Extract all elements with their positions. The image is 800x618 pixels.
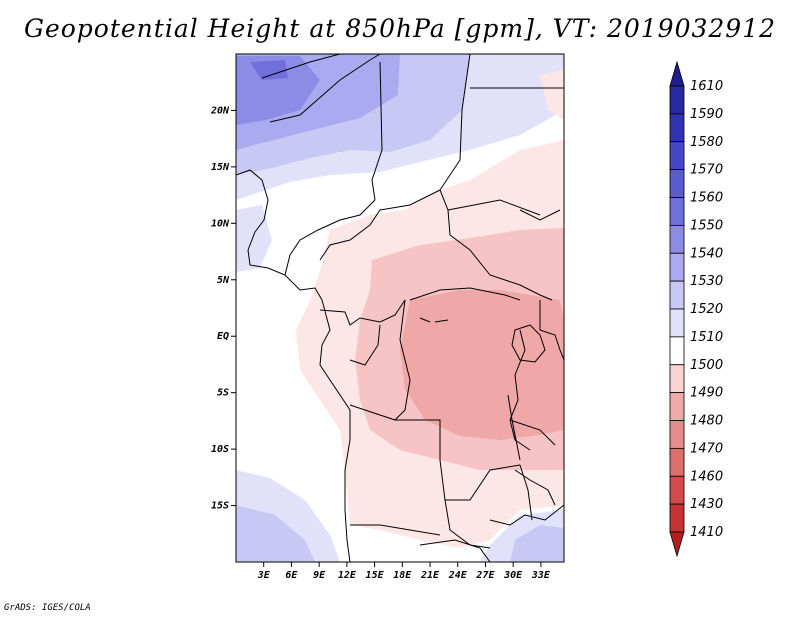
colorbar-label: 1430	[690, 497, 723, 512]
y-tick-label: 10S	[211, 444, 229, 455]
x-tick-label: 12E	[338, 570, 357, 581]
colorbar-label: 1550	[690, 218, 723, 233]
x-tick-label: 27E	[475, 570, 495, 581]
y-tick-label: EQ	[217, 331, 229, 342]
y-tick-label: 5N	[217, 275, 230, 286]
colorbar-segment	[669, 364, 685, 394]
colorbar-segment	[669, 141, 685, 171]
y-tick-label: 5S	[217, 388, 229, 399]
colorbar-segment	[669, 475, 685, 505]
figure-title: Geopotential Height at 850hPa [gpm], VT:…	[23, 14, 777, 43]
y-tick-label: 15S	[211, 501, 229, 512]
colorbar-label: 1510	[690, 330, 723, 345]
colorbar-segment	[669, 252, 685, 282]
x-tick-label: 18E	[393, 570, 412, 581]
colorbar-segment	[669, 503, 685, 533]
colorbar-label: 1610	[690, 79, 723, 94]
colorbar-top-triangle	[669, 60, 685, 87]
colorbar-segment	[669, 224, 685, 254]
colorbar-segment	[669, 197, 685, 226]
colorbar-segment	[669, 280, 685, 310]
x-axis: 3E 6E 9E 12E 15E 18E 21E 24E 27E 30E 33E	[257, 562, 551, 581]
colorbar-label: 1460	[690, 469, 723, 484]
colorbar-segment	[669, 169, 685, 198]
grads-credit: GrADS: IGES/COLA	[4, 603, 91, 613]
x-tick-label: 30E	[503, 570, 523, 581]
colorbar-label: 1570	[690, 163, 723, 178]
y-axis: 20N 15N 10N 5N EQ 5S 10S 15S	[210, 105, 236, 512]
colorbar: 1610 1590 1580 1570 1560 1550 1540 1530 1520 1510…	[669, 60, 723, 558]
colorbar-label: 1560	[690, 191, 723, 206]
colorbar-segment	[669, 336, 685, 366]
y-tick-label: 15N	[211, 162, 230, 173]
colorbar-segment	[669, 420, 685, 449]
x-tick-label: 9E	[313, 570, 326, 581]
colorbar-segment	[669, 308, 685, 338]
x-tick-label: 3E	[257, 570, 271, 581]
colorbar-label: 1540	[690, 246, 723, 261]
colorbar-bottom-triangle	[669, 531, 685, 558]
colorbar-label: 1590	[690, 107, 723, 122]
colorbar-segment	[669, 447, 685, 477]
lakes	[419, 317, 546, 521]
country-boundaries	[236, 54, 564, 562]
x-tick-label: 6E	[285, 570, 298, 581]
colorbar-label: 1490	[690, 386, 723, 401]
colorbar-segment	[669, 392, 685, 421]
x-tick-label: 15E	[366, 570, 385, 581]
x-tick-label: 24E	[448, 570, 468, 581]
colorbar-label: 1520	[690, 302, 723, 317]
x-tick-label: 33E	[531, 570, 551, 581]
colorbar-segment	[669, 113, 685, 143]
colorbar-label: 1530	[690, 274, 723, 289]
y-tick-label: 10N	[211, 218, 230, 229]
colorbar-label: 1410	[690, 525, 723, 540]
colorbar-label: 1470	[690, 441, 723, 456]
colorbar-label: 1580	[690, 135, 723, 150]
colorbar-segment	[669, 85, 685, 115]
map-frame	[235, 53, 565, 563]
x-tick-label: 21E	[420, 570, 440, 581]
colorbar-label: 1480	[690, 414, 723, 429]
colorbar-label: 1500	[690, 358, 723, 373]
y-tick-label: 20N	[210, 105, 230, 116]
